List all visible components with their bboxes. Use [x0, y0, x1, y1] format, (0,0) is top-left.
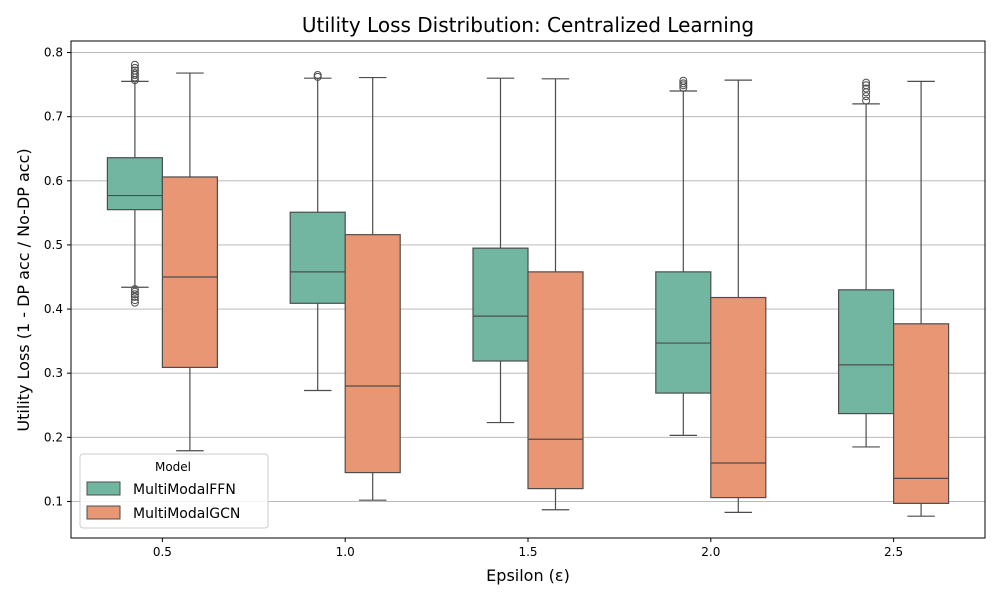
outlier-point	[862, 96, 871, 105]
plot-frame	[70, 40, 986, 539]
y-tick-label: 0.8	[44, 46, 63, 60]
y-axis-ticks: 0.1 0.2 0.3 0.4 0.5 0.6 0.7 0.8	[44, 46, 71, 508]
iqr-box	[527, 271, 584, 490]
box-multimodalgcn-1.5	[527, 78, 584, 511]
outlier-point	[313, 70, 322, 79]
legend: Model MultiModalFFN MultiModalGCN	[79, 453, 269, 529]
box-multimodalffn-2.0	[655, 76, 712, 436]
iqr-box	[837, 289, 895, 415]
box-multimodalffn-0.5	[106, 60, 164, 307]
y-tick-label: 0.3	[44, 366, 63, 380]
box-multimodalgcn-2.5	[892, 80, 950, 517]
outlier-point	[862, 84, 871, 93]
y-axis-label: Utility Loss (1 - DP acc / No-DP acc)	[14, 148, 33, 431]
legend-label-gcn: MultiModalGCN	[133, 506, 240, 522]
iqr-box	[472, 247, 529, 362]
box-multimodalffn-1.5	[472, 77, 529, 424]
iqr-box	[106, 157, 164, 211]
box-multimodalgcn-1.0	[344, 76, 401, 501]
outlier-point	[130, 292, 139, 301]
x-axis-label: Epsilon (ε)	[486, 566, 570, 585]
outlier-point	[130, 287, 139, 296]
legend-label-ffn: MultiModalFFN	[133, 482, 236, 498]
box-layer	[106, 60, 950, 517]
outlier-point	[130, 69, 139, 78]
outlier-point	[130, 290, 139, 299]
iqr-box	[892, 323, 950, 504]
outlier-point	[679, 76, 688, 85]
outlier-point	[862, 92, 871, 101]
iqr-box	[161, 176, 218, 369]
x-tick-label: 0.5	[153, 545, 172, 559]
x-tick-label: 1.0	[336, 545, 355, 559]
y-tick-label: 0.5	[44, 238, 63, 252]
outlier-point	[130, 60, 139, 69]
outlier-point	[130, 298, 139, 307]
box-multimodalgcn-2.0	[710, 79, 767, 513]
x-axis-ticks: 0.5 1.0 1.5 2.0 2.5	[153, 538, 903, 559]
legend-swatch-gcn	[86, 505, 121, 520]
legend-frame	[79, 453, 269, 529]
x-tick-label: 2.5	[884, 545, 903, 559]
y-tick-label: 0.6	[44, 174, 63, 188]
iqr-box	[344, 234, 401, 474]
outlier-point	[130, 285, 139, 294]
y-tick-label: 0.7	[44, 110, 63, 124]
y-tick-label: 0.1	[44, 494, 63, 508]
outlier-point	[130, 66, 139, 75]
y-tick-label: 0.2	[44, 430, 63, 444]
box-multimodalgcn-0.5	[161, 72, 218, 452]
iqr-box	[655, 271, 712, 394]
iqr-box	[289, 211, 346, 304]
outlier-point	[862, 81, 871, 90]
outlier-point	[862, 78, 871, 87]
iqr-box	[710, 296, 767, 499]
chart-title: Utility Loss Distribution: Centralized L…	[302, 13, 754, 37]
x-tick-label: 1.5	[518, 545, 537, 559]
legend-swatch-ffn	[86, 481, 121, 496]
box-multimodalffn-1.0	[289, 70, 346, 392]
y-tick-label: 0.4	[44, 302, 63, 316]
outlier-point	[130, 63, 139, 72]
legend-title: Model	[155, 460, 191, 474]
outlier-point	[679, 79, 688, 88]
box-multimodalffn-2.5	[837, 78, 895, 448]
x-tick-label: 2.0	[701, 545, 720, 559]
outlier-point	[130, 296, 139, 305]
